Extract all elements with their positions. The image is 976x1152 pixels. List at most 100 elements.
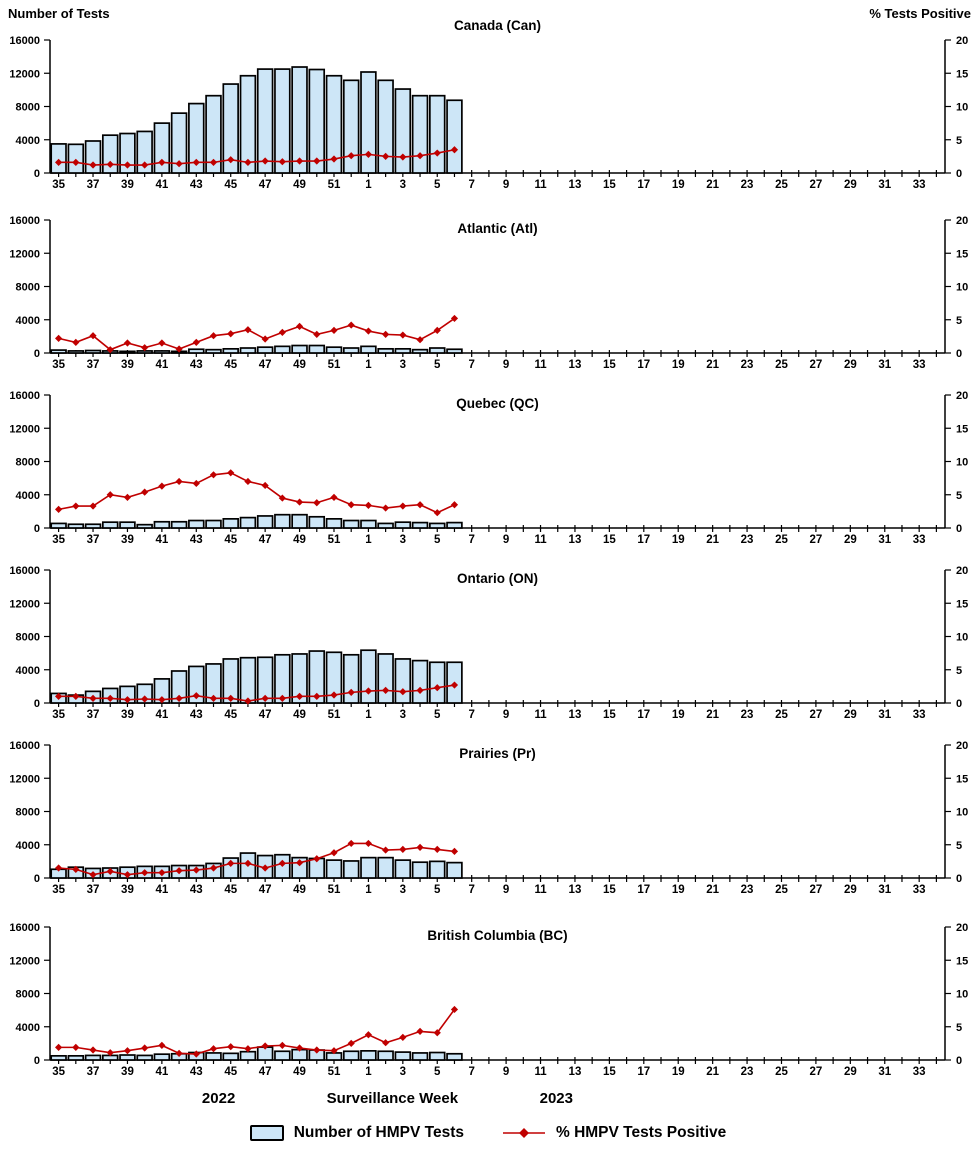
test-count-bar — [377, 856, 394, 879]
positivity-marker — [141, 488, 149, 496]
positivity-marker — [416, 336, 424, 344]
week-tick-label: 9 — [503, 534, 509, 546]
week-tick-label: 37 — [87, 359, 100, 371]
week-tick-label: 47 — [259, 534, 272, 546]
week-tick-label: 27 — [810, 534, 823, 546]
positivity-marker — [72, 502, 80, 510]
positivity-marker — [382, 686, 390, 694]
week-tick-label: 17 — [637, 359, 650, 371]
week-tick-label: 29 — [844, 709, 857, 721]
positivity-marker — [433, 1029, 441, 1037]
week-tick-label: 23 — [741, 179, 754, 191]
week-tick-label: 33 — [913, 359, 926, 371]
week-tick-label: 47 — [259, 1066, 272, 1078]
week-tick-label: 23 — [741, 359, 754, 371]
test-count-bar — [325, 651, 343, 704]
y-left-tick-label: 4000 — [16, 315, 40, 327]
test-count-bar — [153, 350, 171, 354]
y-left-tick-label: 16000 — [9, 565, 40, 577]
positivity-marker — [175, 345, 183, 353]
y-right-tick-label: 20 — [956, 922, 968, 934]
week-tick-label: 51 — [328, 709, 341, 721]
bar-legend-label: Number of HMPV Tests — [293, 1124, 464, 1141]
positivity-marker — [433, 326, 441, 334]
week-tick-label: 11 — [534, 179, 547, 191]
week-tick-label: 3 — [400, 709, 406, 721]
week-tick-label: 27 — [810, 359, 823, 371]
test-count-bar — [360, 1050, 377, 1061]
positivity-marker — [261, 694, 269, 702]
test-count-bar — [205, 663, 222, 704]
positivity-marker — [364, 839, 373, 848]
positivity-marker — [227, 469, 235, 477]
positivity-marker — [313, 330, 321, 338]
test-count-bar — [325, 518, 343, 529]
y-right-tick-label: 10 — [956, 632, 968, 644]
panel-canada-can: Canada (Can)0400080001200016000051015203… — [9, 18, 968, 191]
test-count-bar — [360, 71, 377, 174]
week-tick-label: 1 — [365, 359, 372, 371]
test-count-bar — [256, 656, 274, 704]
test-count-bar — [136, 683, 153, 704]
test-count-bar — [188, 665, 205, 704]
positivity-marker — [261, 335, 269, 343]
panel-title: Prairies (Pr) — [459, 746, 536, 761]
positivity-marker — [261, 481, 269, 490]
week-tick-label: 45 — [224, 534, 237, 546]
test-count-bar — [291, 513, 308, 529]
left-axis-title: Number of Tests — [8, 6, 110, 21]
week-tick-label: 23 — [741, 534, 754, 546]
test-count-bar — [308, 515, 326, 529]
positivity-marker — [330, 493, 338, 502]
test-count-bar — [274, 513, 291, 529]
week-tick-label: 17 — [637, 884, 650, 896]
week-tick-label: 7 — [468, 1066, 474, 1078]
test-count-bar — [360, 649, 377, 704]
positivity-marker — [433, 149, 441, 157]
test-count-bar — [394, 658, 412, 704]
positivity-marker — [399, 502, 407, 510]
y-right-tick-label: 5 — [956, 315, 962, 327]
week-tick-label: 49 — [293, 359, 306, 371]
week-tick-label: 45 — [224, 1066, 237, 1078]
positivity-line — [58, 1008, 456, 1055]
positivity-marker — [141, 695, 149, 703]
panel-prairies-pr: Prairies (Pr)040008000120001600005101520… — [9, 740, 968, 896]
week-tick-label: 29 — [844, 534, 857, 546]
week-tick-label: 5 — [434, 1066, 441, 1078]
test-count-bar — [222, 1052, 239, 1061]
positivity-marker — [192, 692, 200, 700]
positivity-marker — [89, 1046, 97, 1054]
test-count-bar — [360, 856, 377, 879]
y-right-tick-label: 10 — [956, 102, 968, 114]
test-count-bar — [377, 79, 394, 174]
week-tick-label: 27 — [810, 884, 823, 896]
week-tick-label: 25 — [775, 359, 788, 371]
test-count-bar — [308, 650, 326, 704]
week-tick-label: 33 — [913, 1066, 926, 1078]
positivity-marker — [89, 161, 97, 169]
positivity-marker — [227, 859, 235, 867]
positivity-marker — [278, 494, 286, 502]
week-tick-label: 13 — [569, 709, 582, 721]
test-count-bar — [84, 349, 102, 354]
positivity-marker — [278, 328, 286, 336]
y-left-tick-label: 0 — [34, 523, 40, 535]
week-tick-label: 9 — [503, 1066, 509, 1078]
positivity-marker — [209, 158, 218, 166]
positivity-marker — [313, 692, 321, 700]
test-count-bar — [274, 345, 291, 354]
panel-title: Canada (Can) — [454, 18, 541, 33]
week-tick-label: 45 — [224, 884, 237, 896]
week-tick-label: 39 — [121, 1066, 134, 1078]
week-tick-label: 39 — [121, 359, 134, 371]
week-tick-label: 5 — [434, 884, 441, 896]
y-left-tick-label: 8000 — [16, 989, 40, 1001]
test-count-bar — [360, 345, 377, 354]
week-tick-label: 39 — [121, 709, 134, 721]
positivity-marker — [313, 157, 321, 165]
week-tick-label: 11 — [534, 359, 547, 371]
positivity-marker — [158, 482, 166, 490]
week-tick-label: 3 — [400, 1066, 406, 1078]
